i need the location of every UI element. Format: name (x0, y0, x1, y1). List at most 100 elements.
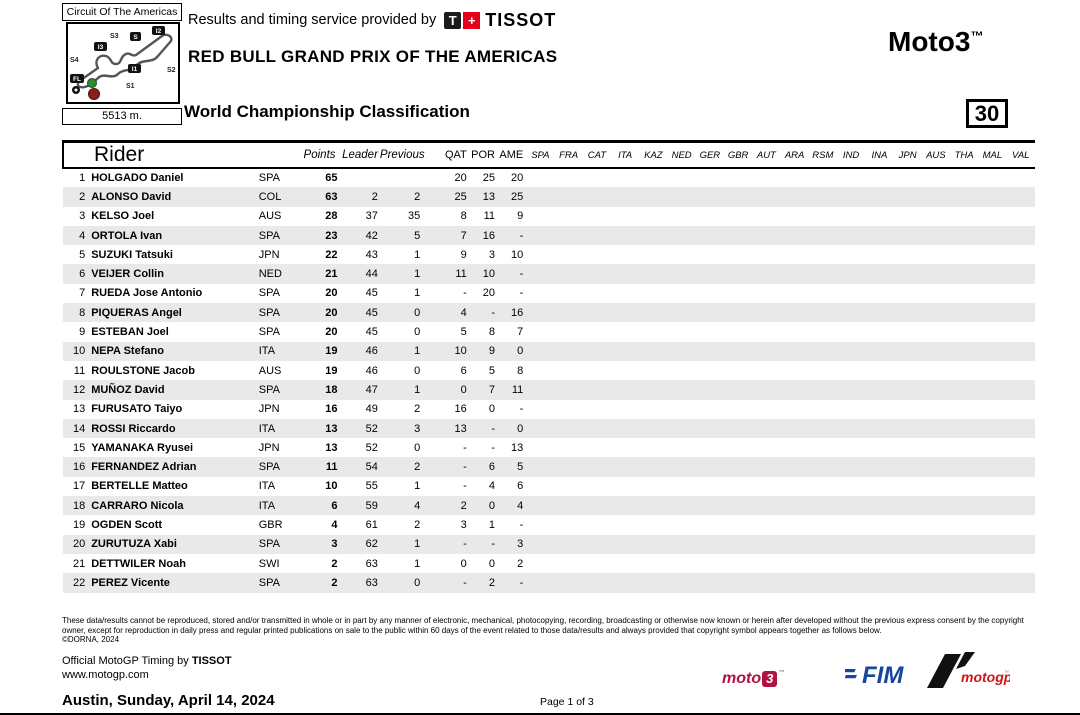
cell-result-tha (950, 457, 978, 476)
cell-result-ned (667, 554, 695, 573)
cell-points: 20 (325, 306, 338, 319)
cell-nation: SPA (258, 383, 280, 396)
cell-result-tha (950, 322, 978, 341)
cell-result-ger (696, 496, 724, 515)
cell-result-cat (583, 438, 611, 457)
cell-position: 3 (79, 210, 86, 223)
cell-result-ita (611, 264, 639, 283)
cell-result-fra (554, 303, 582, 322)
cell-result-ame: 6 (517, 480, 524, 493)
cell-result-ina (865, 168, 893, 187)
column-header-race-ame: AME (499, 149, 524, 161)
copyright-disclaimer: These data/results cannot be reproduced,… (62, 616, 1024, 644)
cell-result-ita (611, 284, 639, 303)
tissot-t-icon: T (444, 11, 462, 29)
cell-nation: SPA (258, 306, 280, 319)
cell-result-cat (583, 322, 611, 341)
cell-result-rsm (809, 477, 837, 496)
cell-result-fra (554, 380, 582, 399)
cell-result-ina (865, 187, 893, 206)
cell-result-aus (922, 554, 950, 573)
cell-gap-leader: 37 (365, 210, 378, 223)
cell-result-ned (667, 342, 695, 361)
cell-result-kaz (639, 361, 667, 380)
cell-result-ger (696, 322, 724, 341)
cell-result-por: - (491, 538, 495, 551)
cell-gap-previous: 0 (414, 576, 421, 589)
cell-gap-leader: 45 (365, 326, 378, 339)
cell-rider-name: VEIJER Collin (91, 268, 164, 281)
column-header-race-ger: GER (699, 149, 721, 161)
cell-gap-previous: 1 (414, 557, 421, 570)
cell-result-ind (837, 380, 865, 399)
circuit-map-icon: S3 S4 S2 S1 I3 S I2 I1 FL (70, 26, 176, 100)
intermediate-3-badge: I3 (94, 42, 107, 51)
cell-nation: SPA (258, 287, 280, 300)
cell-result-kaz (639, 207, 667, 226)
cell-result-qat: 9 (460, 248, 467, 261)
cell-result-fra (554, 168, 582, 187)
cell-result-gbr (724, 400, 752, 419)
cell-position: 12 (72, 383, 86, 396)
cell-points: 19 (325, 364, 338, 377)
cell-result-val (1006, 496, 1035, 515)
cell-result-fra (554, 554, 582, 573)
cell-result-ind (837, 245, 865, 264)
cell-result-ara (780, 438, 808, 457)
cell-result-fra (554, 284, 582, 303)
cell-result-fra (554, 496, 582, 515)
cell-result-aut (752, 303, 780, 322)
cell-result-cat (583, 226, 611, 245)
cell-result-gbr (724, 342, 752, 361)
cell-result-val (1006, 284, 1035, 303)
timing-credit: Official MotoGP Timing by TISSOT (62, 655, 232, 667)
cell-result-ger (696, 342, 724, 361)
cell-nation: SPA (258, 172, 280, 185)
cell-position: 21 (72, 557, 86, 570)
cell-result-fra (554, 187, 582, 206)
cell-result-ina (865, 226, 893, 245)
cell-result-ina (865, 477, 893, 496)
cell-result-kaz (639, 419, 667, 438)
cell-result-kaz (639, 284, 667, 303)
cell-result-ita (611, 342, 639, 361)
cell-result-aut (752, 477, 780, 496)
cell-gap-previous: 5 (414, 229, 421, 242)
svg-text:S: S (133, 34, 138, 41)
cell-result-fra (554, 515, 582, 534)
cell-result-ame: 8 (517, 364, 524, 377)
table-row: 1 HOLGADO Daniel SPA 65 20 25 20 (63, 168, 1035, 187)
cell-nation: ITA (258, 480, 276, 493)
cell-result-tha (950, 535, 978, 554)
cell-result-kaz (639, 303, 667, 322)
cell-result-aus (922, 419, 950, 438)
cell-result-val (1006, 515, 1035, 534)
cell-result-gbr (724, 380, 752, 399)
cell-result-ina (865, 438, 893, 457)
cell-result-ara (780, 361, 808, 380)
motogp-logo: motogp ™ (925, 652, 1013, 695)
cell-result-ita (611, 535, 639, 554)
cell-result-aus (922, 515, 950, 534)
cell-result-ger (696, 284, 724, 303)
cell-result-cat (583, 477, 611, 496)
cell-gap-previous: 1 (414, 383, 421, 396)
cell-nation: JPN (258, 403, 280, 416)
cell-result-fra (554, 245, 582, 264)
cell-result-spa (526, 264, 554, 283)
cell-result-val (1006, 226, 1035, 245)
cell-gap-previous: 2 (414, 518, 421, 531)
cell-position: 7 (79, 287, 86, 300)
cell-result-gbr (724, 264, 752, 283)
cell-gap-previous: 1 (414, 268, 421, 281)
cell-points: 20 (325, 326, 338, 339)
cell-result-por: 16 (482, 229, 495, 242)
cell-result-qat: 7 (460, 229, 467, 242)
cell-result-jpn (893, 168, 921, 187)
cell-position: 10 (72, 345, 86, 358)
cell-points: 20 (325, 287, 338, 300)
cell-result-spa (526, 226, 554, 245)
cell-points: 21 (325, 268, 338, 281)
cell-result-val (1006, 535, 1035, 554)
